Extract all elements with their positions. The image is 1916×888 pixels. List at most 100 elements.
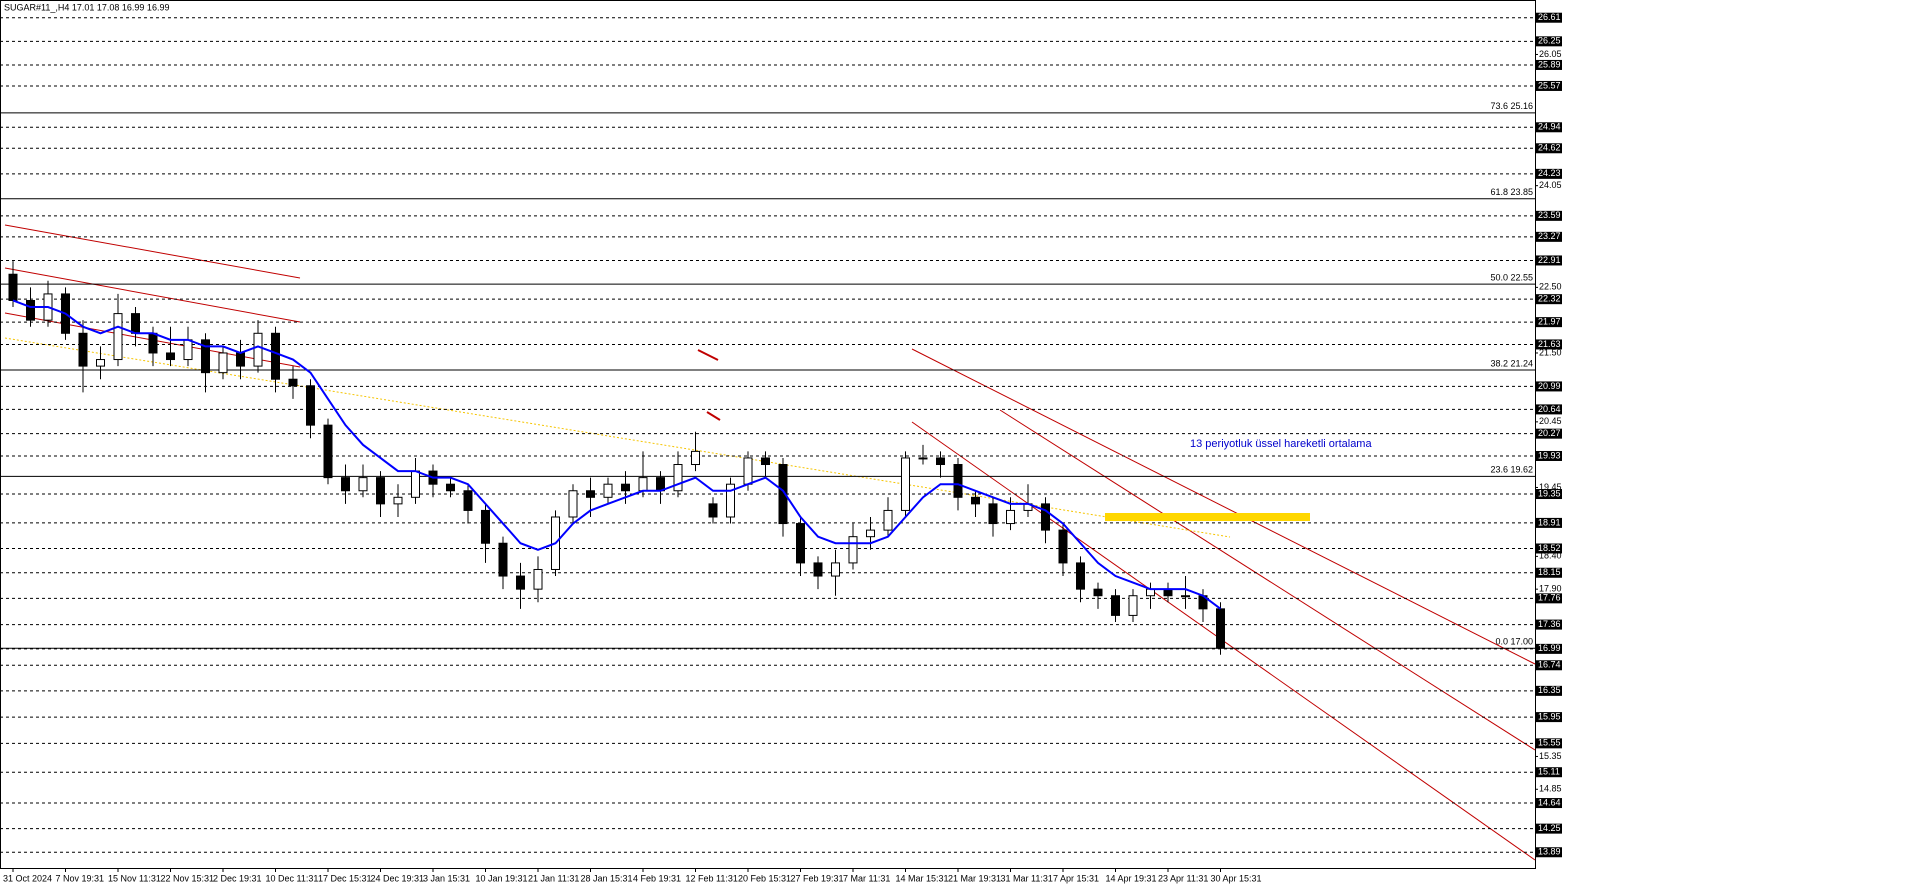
- y-tick-label: 21.50: [1539, 347, 1562, 357]
- level-label: 17.76: [1538, 593, 1561, 603]
- level-label-box: [1536, 143, 1562, 154]
- candle-body: [673, 464, 683, 492]
- level-label-box: [1536, 317, 1562, 328]
- level-label-box: [1536, 847, 1562, 858]
- x-tick-label: 7 Nov 19:31: [56, 873, 105, 883]
- candle-body: [78, 332, 88, 367]
- level-label: 21.63: [1538, 339, 1561, 349]
- candle-body: [743, 457, 753, 485]
- ema-line: [12, 299, 1222, 610]
- level-label: 25.57: [1538, 80, 1561, 90]
- candle-body: [796, 523, 805, 564]
- candle-body: [236, 352, 245, 367]
- level-label: 22.91: [1538, 255, 1561, 265]
- candle-body: [253, 332, 263, 367]
- candle-body: [393, 496, 403, 505]
- level-label: 20.64: [1538, 404, 1561, 414]
- level-label-box: [1536, 567, 1562, 578]
- y-tick-label: 15.35: [1539, 751, 1562, 761]
- level-label: 24.23: [1538, 168, 1561, 178]
- level-label-box: [1536, 168, 1562, 179]
- candle-body: [533, 568, 543, 590]
- level-label: 20.99: [1538, 381, 1561, 391]
- y-tick-label: 22.50: [1539, 282, 1562, 292]
- x-tick-label: 14 Mar 15:31: [896, 873, 949, 883]
- channel-line: [4, 224, 301, 279]
- candle-body: [568, 490, 578, 518]
- candle-body: [1041, 503, 1050, 531]
- fib-label: 38.2 21.24: [1490, 358, 1533, 368]
- level-label: 17.36: [1538, 619, 1561, 629]
- fib-label: 0.0 17.00: [1495, 637, 1533, 647]
- level-label: 15.95: [1538, 711, 1561, 721]
- candle-body: [586, 490, 595, 498]
- candle-body: [813, 562, 823, 577]
- level-label-box: [1536, 823, 1562, 834]
- level-label: 15.11: [1538, 767, 1560, 777]
- candle-body: [323, 424, 333, 479]
- candle-body: [1181, 595, 1190, 598]
- candle-body: [201, 339, 210, 374]
- x-tick-label: 3 Jan 15:31: [423, 873, 470, 883]
- level-label-box: [1536, 767, 1562, 778]
- candle-body: [603, 483, 613, 498]
- candle-body: [446, 483, 455, 492]
- level-label-box: [1536, 255, 1562, 266]
- y-tick-label: 26.05: [1539, 49, 1562, 59]
- level-label-box: [1536, 210, 1562, 221]
- level-label: 21.97: [1538, 317, 1561, 327]
- zone: [1105, 513, 1310, 521]
- x-tick-label: 31 Oct 2024: [3, 873, 52, 883]
- candle-body: [481, 509, 490, 544]
- level-label: 13.89: [1538, 847, 1561, 857]
- candle-body: [463, 490, 473, 511]
- level-label-box: [1536, 660, 1562, 671]
- candle-body: [691, 450, 700, 466]
- candle-body: [1111, 595, 1120, 616]
- level-label: 23.27: [1538, 231, 1561, 241]
- fib-label: 50.0 22.55: [1490, 272, 1533, 282]
- arrow: [697, 349, 719, 361]
- x-tick-label: 22 Nov 15:31: [161, 873, 215, 883]
- x-tick-label: 28 Jan 15:31: [581, 873, 633, 883]
- level-label-box: [1536, 798, 1562, 809]
- level-label-box: [1536, 12, 1562, 23]
- candle-body: [901, 457, 910, 511]
- candle-body: [26, 299, 35, 321]
- x-tick-label: 14 Apr 19:31: [1106, 873, 1157, 883]
- level-label-box: [1536, 404, 1562, 415]
- candle-body: [1128, 595, 1138, 616]
- level-label-box: [1536, 294, 1562, 305]
- level-label: 23.59: [1538, 210, 1561, 220]
- candle-body: [183, 339, 193, 361]
- x-tick-label: 23 Apr 11:31: [1158, 873, 1208, 883]
- candle-body: [866, 529, 875, 538]
- candle-body: [918, 457, 928, 460]
- level-label: 26.25: [1538, 36, 1561, 46]
- level-label-box: [1536, 80, 1562, 91]
- level-label-box: [1536, 122, 1562, 133]
- candle-body: [831, 562, 840, 577]
- level-label-box: [1536, 381, 1562, 392]
- channel-line: [999, 409, 1536, 751]
- level-label: 19.35: [1538, 488, 1561, 498]
- level-label: 16.74: [1538, 660, 1561, 670]
- level-label: 15.55: [1538, 738, 1561, 748]
- level-label-box: [1536, 619, 1562, 630]
- y-tick-label: 18.40: [1539, 551, 1562, 561]
- x-tick-label: 7 Apr 15:31: [1053, 873, 1099, 883]
- candle-body: [96, 359, 105, 367]
- candle-body: [1058, 529, 1068, 564]
- x-tick-label: 27 Feb 19:31: [791, 873, 844, 883]
- level-label: 14.25: [1538, 823, 1561, 833]
- plot-frame: [0, 0, 1536, 869]
- level-label: 25.89: [1538, 59, 1561, 69]
- candle-body: [341, 477, 350, 492]
- x-tick-label: 30 Apr 15:31: [1211, 873, 1262, 883]
- level-label-box: [1536, 231, 1562, 242]
- x-tick-label: 21 Jan 11:31: [528, 873, 579, 883]
- level-label-box: [1536, 36, 1562, 47]
- candle-body: [218, 352, 228, 374]
